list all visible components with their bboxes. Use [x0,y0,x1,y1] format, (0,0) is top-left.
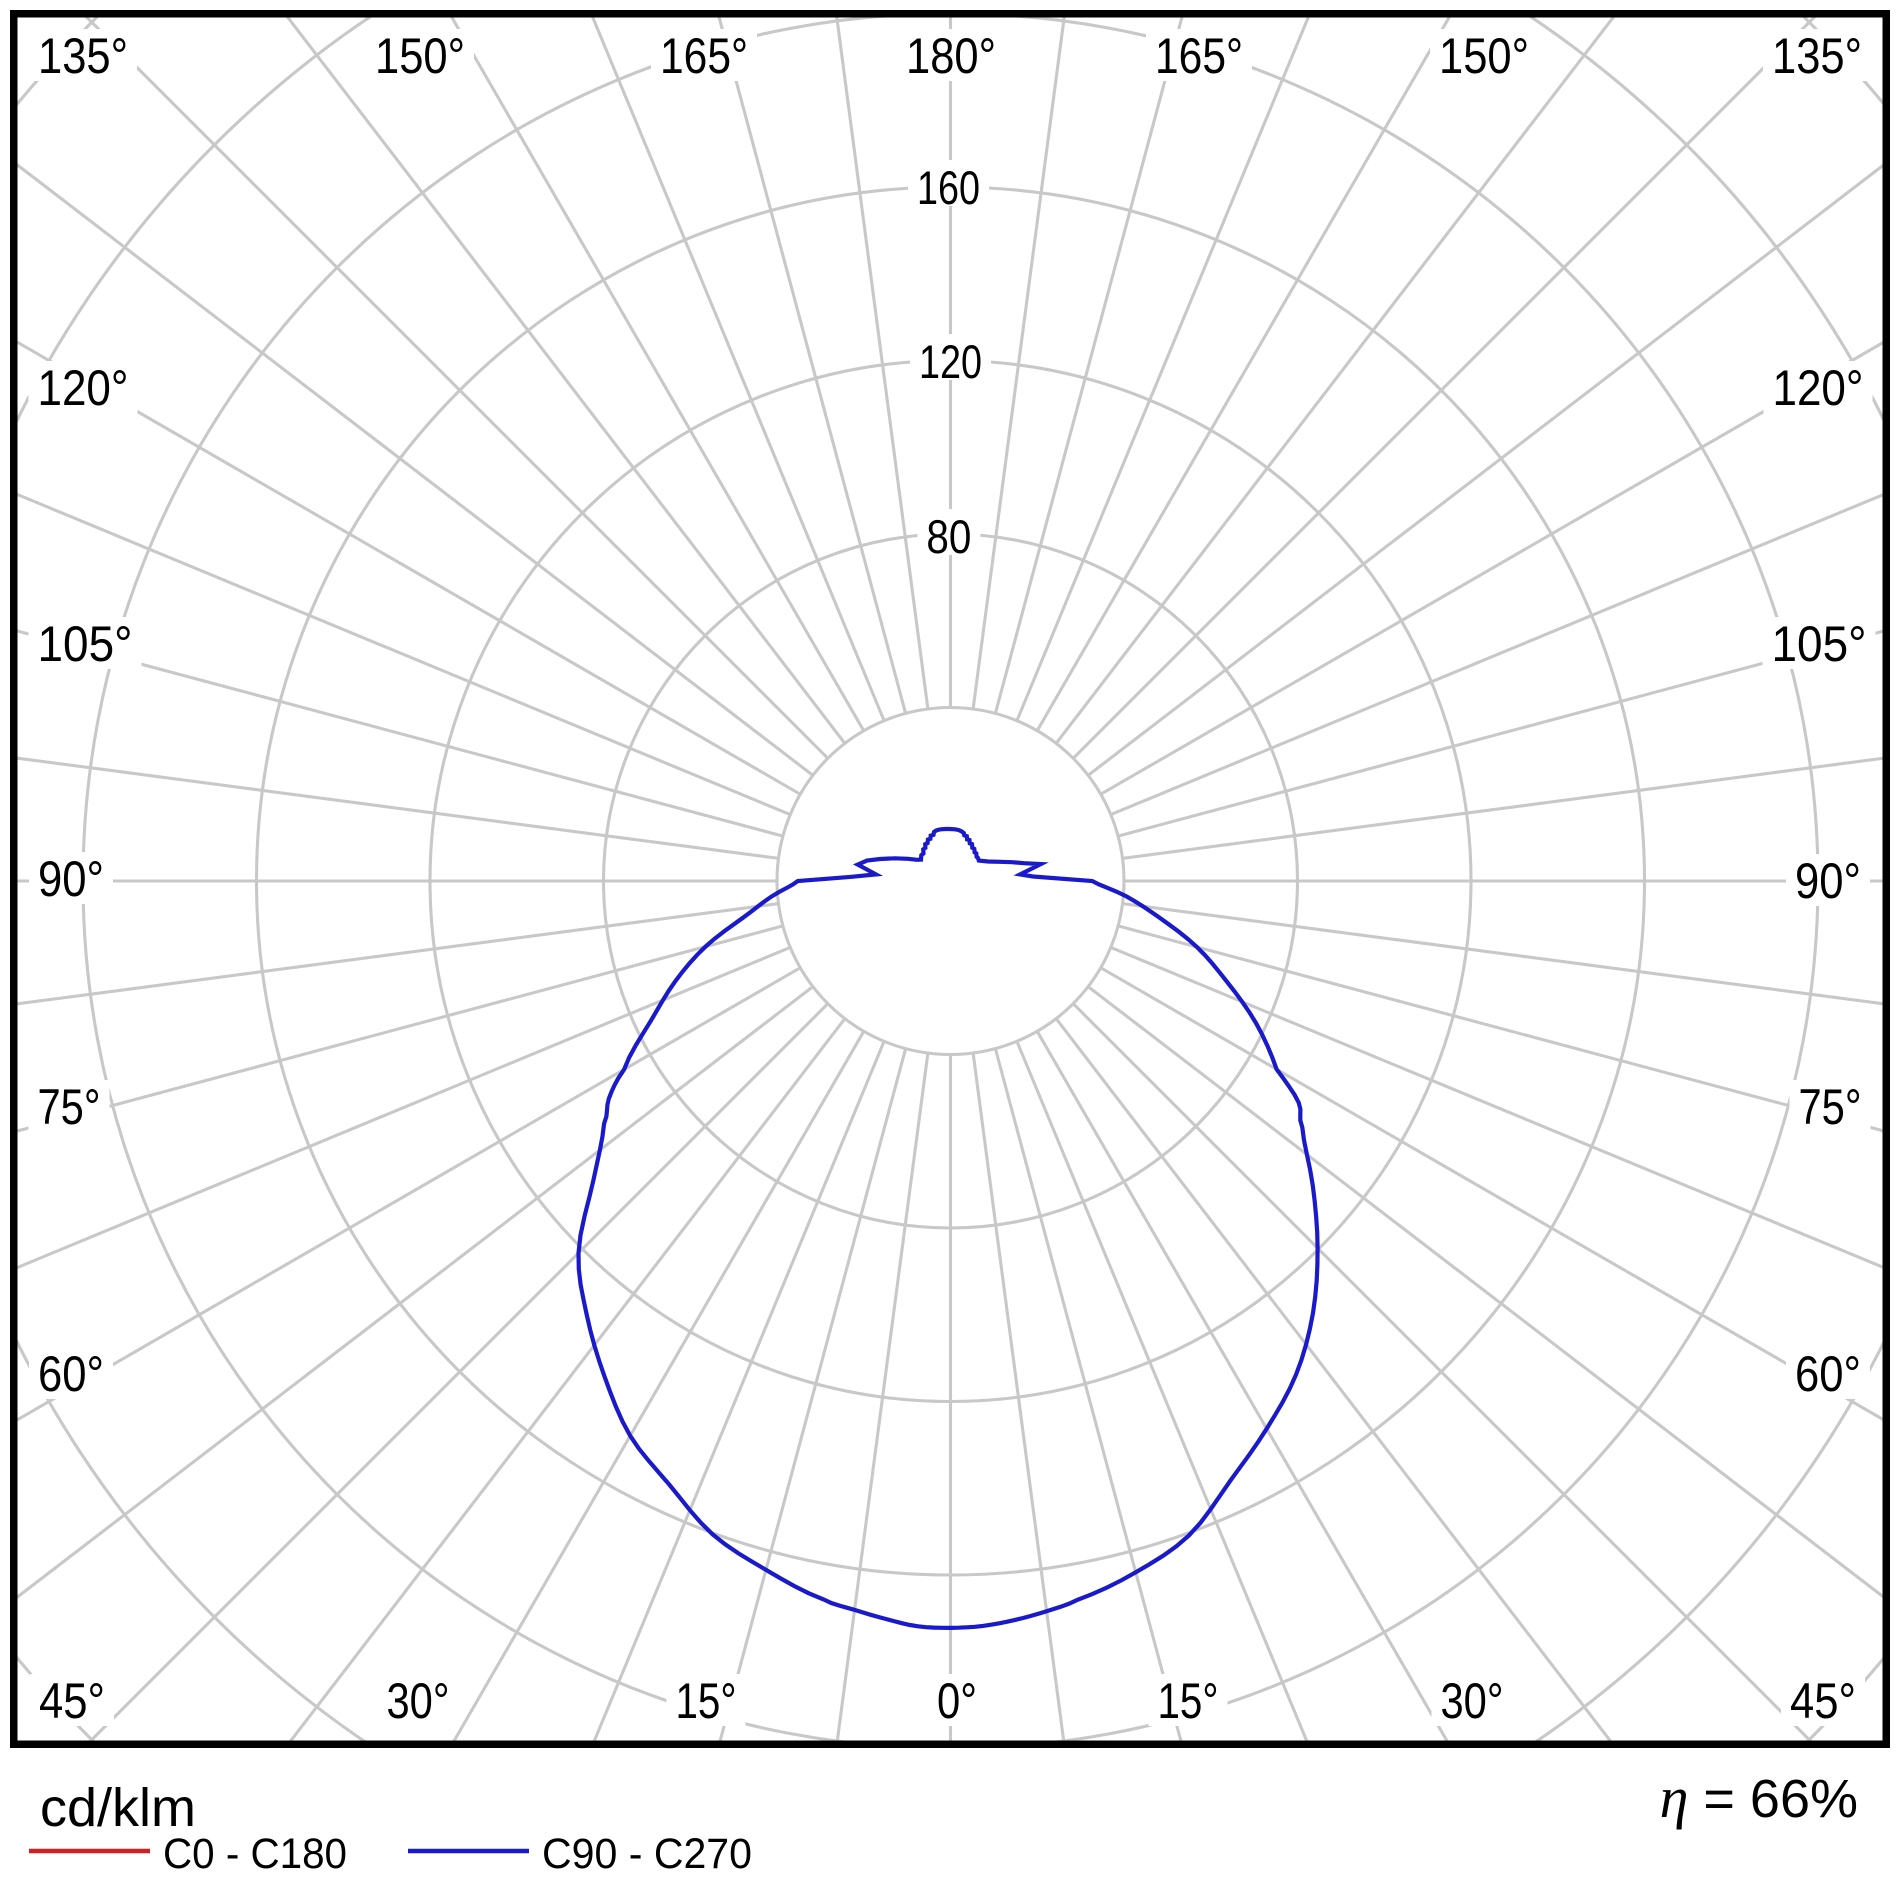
svg-text:15°: 15° [676,1673,737,1729]
svg-text:C90 - C270: C90 - C270 [542,1830,752,1878]
svg-text:105°: 105° [38,616,133,672]
svg-text:15°: 15° [1158,1673,1219,1729]
svg-text:105°: 105° [1772,616,1867,672]
svg-text:60°: 60° [38,1346,104,1402]
svg-text:30°: 30° [1441,1673,1504,1729]
svg-text:45°: 45° [39,1673,105,1729]
svg-text:165°: 165° [660,28,748,84]
svg-text:90°: 90° [38,851,104,907]
svg-text:75°: 75° [38,1079,101,1135]
svg-text:80: 80 [926,510,971,563]
svg-text:120°: 120° [38,360,129,416]
svg-text:180°: 180° [906,28,996,84]
svg-text:30°: 30° [387,1673,450,1729]
svg-text:90°: 90° [1795,853,1861,909]
svg-text:η = 66%: η = 66% [1660,1765,1858,1830]
svg-text:160: 160 [917,161,980,214]
svg-text:150°: 150° [375,28,465,84]
svg-text:135°: 135° [38,28,128,84]
svg-text:135°: 135° [1772,28,1862,84]
svg-text:120°: 120° [1773,360,1864,416]
svg-text:45°: 45° [1790,1673,1856,1729]
svg-text:75°: 75° [1799,1079,1862,1135]
svg-text:0°: 0° [937,1673,977,1729]
svg-text:150°: 150° [1439,28,1529,84]
svg-text:165°: 165° [1155,28,1243,84]
svg-text:60°: 60° [1795,1346,1861,1402]
svg-text:C0 - C180: C0 - C180 [163,1830,347,1878]
svg-text:120: 120 [919,335,982,388]
svg-text:cd/klm: cd/klm [40,1778,196,1838]
